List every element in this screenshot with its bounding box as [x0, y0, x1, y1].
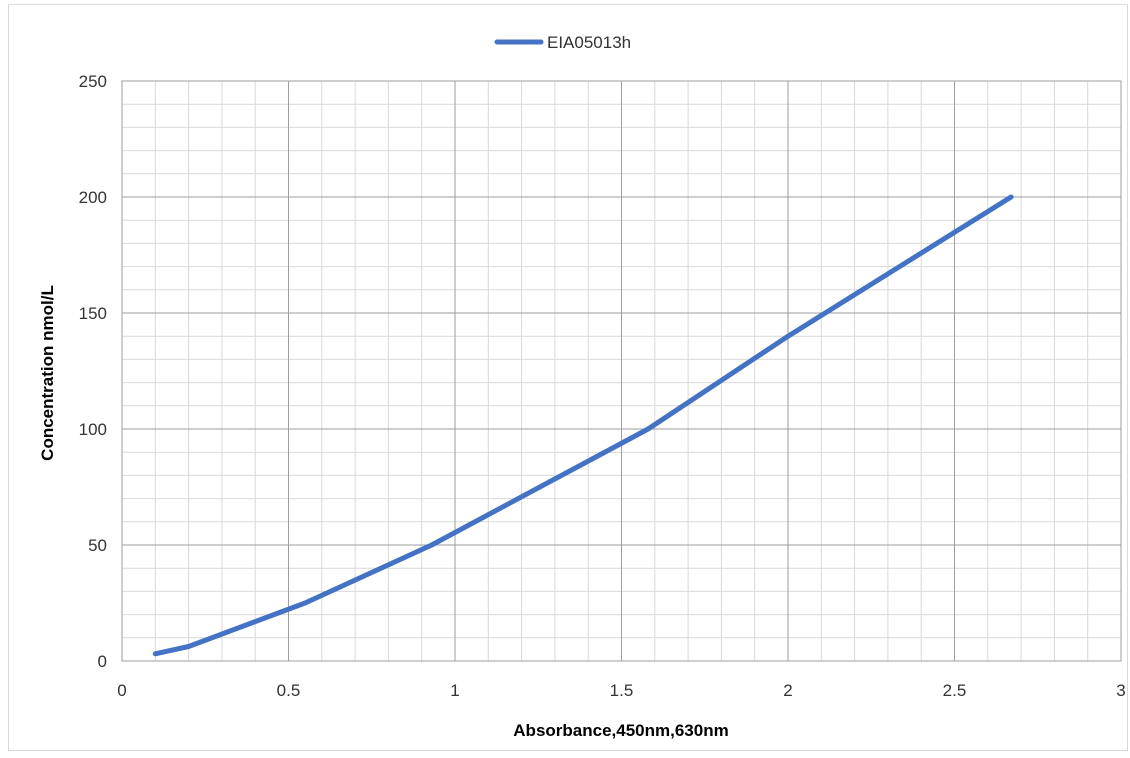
- y-tick-label: 200: [79, 188, 107, 207]
- x-tick-label: 1.5: [610, 681, 634, 700]
- x-tick-label: 2.5: [943, 681, 967, 700]
- y-tick-label: 100: [79, 420, 107, 439]
- x-axis-title: Absorbance,450nm,630nm: [513, 721, 728, 740]
- y-axis-ticks: 0 50 100 150 200 250: [79, 72, 107, 671]
- y-tick-label: 250: [79, 72, 107, 91]
- series-line: [152, 194, 1014, 657]
- legend: EIA05013h: [494, 33, 631, 52]
- major-gridlines: [121, 80, 1122, 662]
- legend-label: EIA05013h: [547, 33, 631, 52]
- series-layer: [152, 194, 1014, 657]
- x-tick-label: 0.5: [277, 681, 301, 700]
- chart-frame: 0 0.5 1 1.5 2 2.5 3 0 50 100 150 200 250 EIA05013h …: [8, 4, 1128, 751]
- y-tick-label: 150: [79, 304, 107, 323]
- x-tick-label: 1: [450, 681, 459, 700]
- x-axis-ticks: 0 0.5 1 1.5 2 2.5 3: [117, 681, 1125, 700]
- x-tick-label: 2: [783, 681, 792, 700]
- x-tick-label: 3: [1116, 681, 1125, 700]
- plot-area-border: [121, 80, 1122, 662]
- y-axis-title: Concentration nmol/L: [38, 285, 57, 461]
- y-tick-label: 0: [98, 652, 107, 671]
- y-tick-label: 50: [88, 536, 107, 555]
- x-tick-label: 0: [117, 681, 126, 700]
